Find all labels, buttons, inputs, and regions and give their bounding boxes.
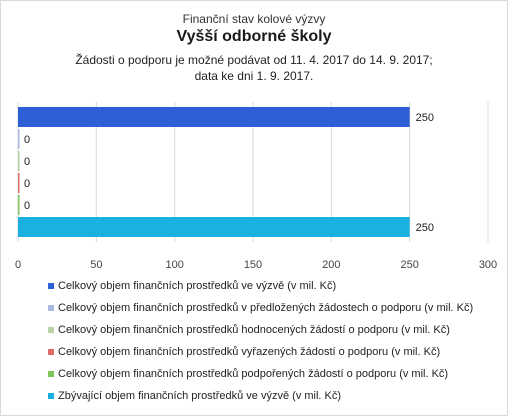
legend-swatch	[48, 327, 54, 333]
legend-label: Celkový objem finančních prostředků ve v…	[58, 280, 337, 292]
chart-subtitle-line2: data ke dni 1. 9. 2017.	[194, 69, 314, 83]
legend-item: Celkový objem finančních prostředků vyřa…	[48, 345, 473, 367]
bar-data-label: 250	[416, 222, 434, 234]
legend-swatch	[48, 393, 54, 399]
legend-label: Celkový objem finančních prostředků v př…	[58, 302, 474, 314]
chart-supertitle: Finanční stav kolové výzvy	[182, 12, 326, 26]
x-tick-label: 200	[322, 259, 340, 271]
x-tick-label: 150	[244, 259, 262, 271]
bar-data-label: 0	[24, 178, 30, 190]
legend-item: Celkový objem finančních prostředků podp…	[48, 367, 473, 389]
bar-chart: 0 50 100 150 200 250 300 250 0 0 0 0 250	[15, 102, 497, 271]
bar	[18, 195, 20, 215]
bar	[18, 107, 410, 127]
legend-label: Celkový objem finančních prostředků podp…	[58, 368, 449, 380]
bar-data-label: 0	[24, 134, 30, 146]
legend-item: Zbývající objem finančních prostředků ve…	[48, 389, 473, 411]
chart-legend: Celkový objem finančních prostředků ve v…	[48, 279, 473, 411]
legend-label: Celkový objem finančních prostředků vyřa…	[58, 346, 441, 358]
legend-swatch	[48, 305, 54, 311]
x-tick-label: 100	[165, 259, 183, 271]
bar	[18, 217, 410, 237]
bar	[18, 151, 20, 171]
x-tick-label: 300	[479, 259, 497, 271]
legend-swatch	[48, 283, 54, 289]
x-tick-label: 0	[15, 259, 21, 271]
bar-data-label: 0	[24, 156, 30, 168]
legend-item: Celkový objem finančních prostředků v př…	[48, 301, 473, 323]
chart-title: Vyšší odborné školy	[176, 28, 332, 45]
bar	[18, 173, 20, 193]
bar-data-label: 250	[416, 112, 434, 124]
bar	[18, 129, 20, 149]
x-tick-label: 250	[400, 259, 418, 271]
legend-item: Celkový objem finančních prostředků hodn…	[48, 323, 473, 345]
legend-swatch	[48, 371, 54, 377]
chart-subtitle-line1: Žádosti o podporu je možné podávat od 11…	[75, 53, 433, 67]
bar-data-label: 0	[24, 200, 30, 212]
legend-item: Celkový objem finančních prostředků ve v…	[48, 279, 473, 301]
legend-label: Celkový objem finančních prostředků hodn…	[58, 324, 450, 336]
legend-label: Zbývající objem finančních prostředků ve…	[58, 390, 342, 402]
x-tick-label: 50	[90, 259, 102, 271]
legend-swatch	[48, 349, 54, 355]
